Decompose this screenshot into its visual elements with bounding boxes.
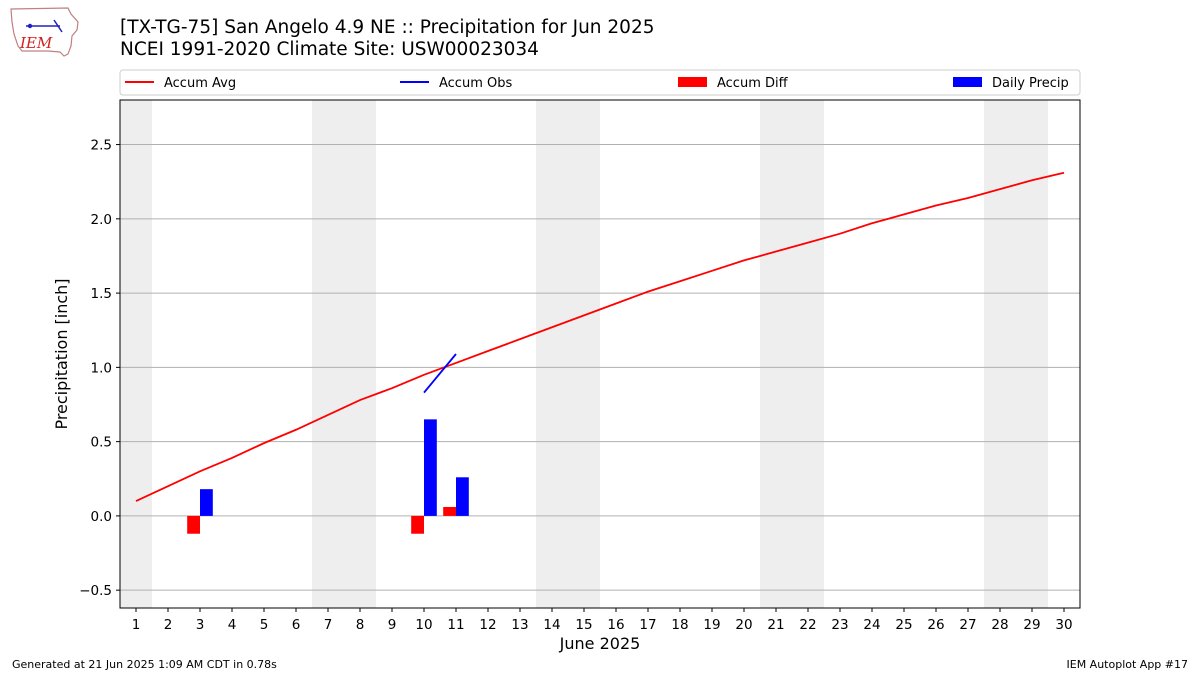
legend-label: Accum Diff (717, 76, 789, 91)
bar-daily-precip (424, 419, 437, 516)
x-tick-label: 9 (388, 617, 397, 633)
x-axis-label: June 2025 (559, 634, 641, 653)
x-tick-label: 14 (543, 617, 560, 633)
x-tick-label: 29 (1023, 617, 1040, 633)
legend-swatch (678, 77, 707, 87)
x-tick-label: 11 (447, 617, 464, 633)
bar-accum-diff (187, 515, 200, 534)
x-tick-label: 22 (799, 617, 816, 633)
weekend-shade (536, 100, 600, 608)
x-tick-label: 6 (292, 617, 301, 633)
bar-daily-precip (200, 489, 213, 516)
x-tick-label: 30 (1055, 617, 1072, 633)
bar-accum-diff (443, 506, 456, 516)
legend-label: Accum Avg (164, 76, 236, 91)
y-tick-label: 2.0 (91, 212, 112, 228)
line-accum-obs (423, 353, 457, 394)
x-tick-label: 24 (863, 617, 880, 633)
footer-generated-text: Generated at 21 Jun 2025 1:09 AM CDT in … (12, 658, 277, 671)
y-tick-label: 0.0 (91, 509, 112, 525)
legend-swatch (953, 77, 982, 87)
bars (187, 419, 469, 534)
x-tick-label: 23 (831, 617, 848, 633)
x-tick-label: 13 (511, 617, 528, 633)
chart-subtitle: NCEI 1991-2020 Climate Site: USW00023034 (120, 39, 539, 60)
x-tick-label: 21 (767, 617, 784, 633)
plot-frame (119, 99, 1081, 609)
x-axis-ticks: 1 2 3 4 5 6 7 8 9 10 11 12 13 14 15 16 17 18 19 20 21 22 23 24 2… (132, 608, 1073, 633)
x-tick-label: 25 (895, 617, 912, 633)
y-axis-ticks: −0.5 0.0 0.5 1.0 1.5 2.0 2.5 (79, 138, 120, 599)
y-gridlines (120, 144, 1080, 591)
bar-accum-diff (411, 515, 424, 534)
x-tick-label: 27 (959, 617, 976, 633)
x-tick-label: 28 (991, 617, 1008, 633)
x-tick-label: 12 (479, 617, 496, 633)
x-tick-label: 3 (196, 617, 205, 633)
x-tick-label: 18 (671, 617, 688, 633)
x-tick-label: 26 (927, 617, 944, 633)
weekend-shading (120, 100, 1048, 608)
x-tick-label: 7 (324, 617, 333, 633)
chart-title: [TX-TG-75] San Angelo 4.9 NE :: Precipit… (120, 17, 655, 38)
legend-label: Daily Precip (992, 76, 1069, 91)
footer-app-text: IEM Autoplot App #17 (1066, 658, 1189, 671)
y-tick-label: 2.5 (91, 138, 112, 154)
x-tick-label: 10 (415, 617, 432, 633)
x-tick-label: 5 (260, 617, 269, 633)
logo-text: IEM (19, 34, 53, 52)
x-tick-label: 15 (575, 617, 592, 633)
x-tick-label: 1 (132, 617, 141, 633)
legend-label: Accum Obs (439, 76, 512, 91)
iem-logo: IEM (10, 7, 79, 57)
x-tick-label: 16 (607, 617, 624, 633)
bar-daily-precip (456, 477, 469, 516)
y-axis-label: Precipitation [inch] (52, 278, 71, 429)
weekend-shade (120, 100, 152, 608)
weekend-shade (984, 100, 1048, 608)
y-tick-label: −0.5 (79, 583, 112, 599)
y-tick-label: 0.5 (91, 435, 112, 451)
legend-box (119, 69, 1081, 96)
y-tick-label: 1.0 (91, 360, 112, 376)
weekend-shade (760, 100, 824, 608)
iowa-outline-shape (10, 7, 79, 57)
lines (135, 171, 1065, 502)
y-tick-label: 1.5 (91, 286, 112, 302)
x-tick-label: 8 (356, 617, 365, 633)
legend: Accum Avg Accum Obs Accum Diff Daily Precip (119, 69, 1081, 96)
line-accum-avg (135, 171, 1065, 502)
weekend-shade (312, 100, 376, 608)
x-tick-label: 17 (639, 617, 656, 633)
x-tick-label: 19 (703, 617, 720, 633)
x-tick-label: 20 (735, 617, 752, 633)
x-tick-label: 2 (164, 617, 173, 633)
x-tick-label: 4 (228, 617, 237, 633)
